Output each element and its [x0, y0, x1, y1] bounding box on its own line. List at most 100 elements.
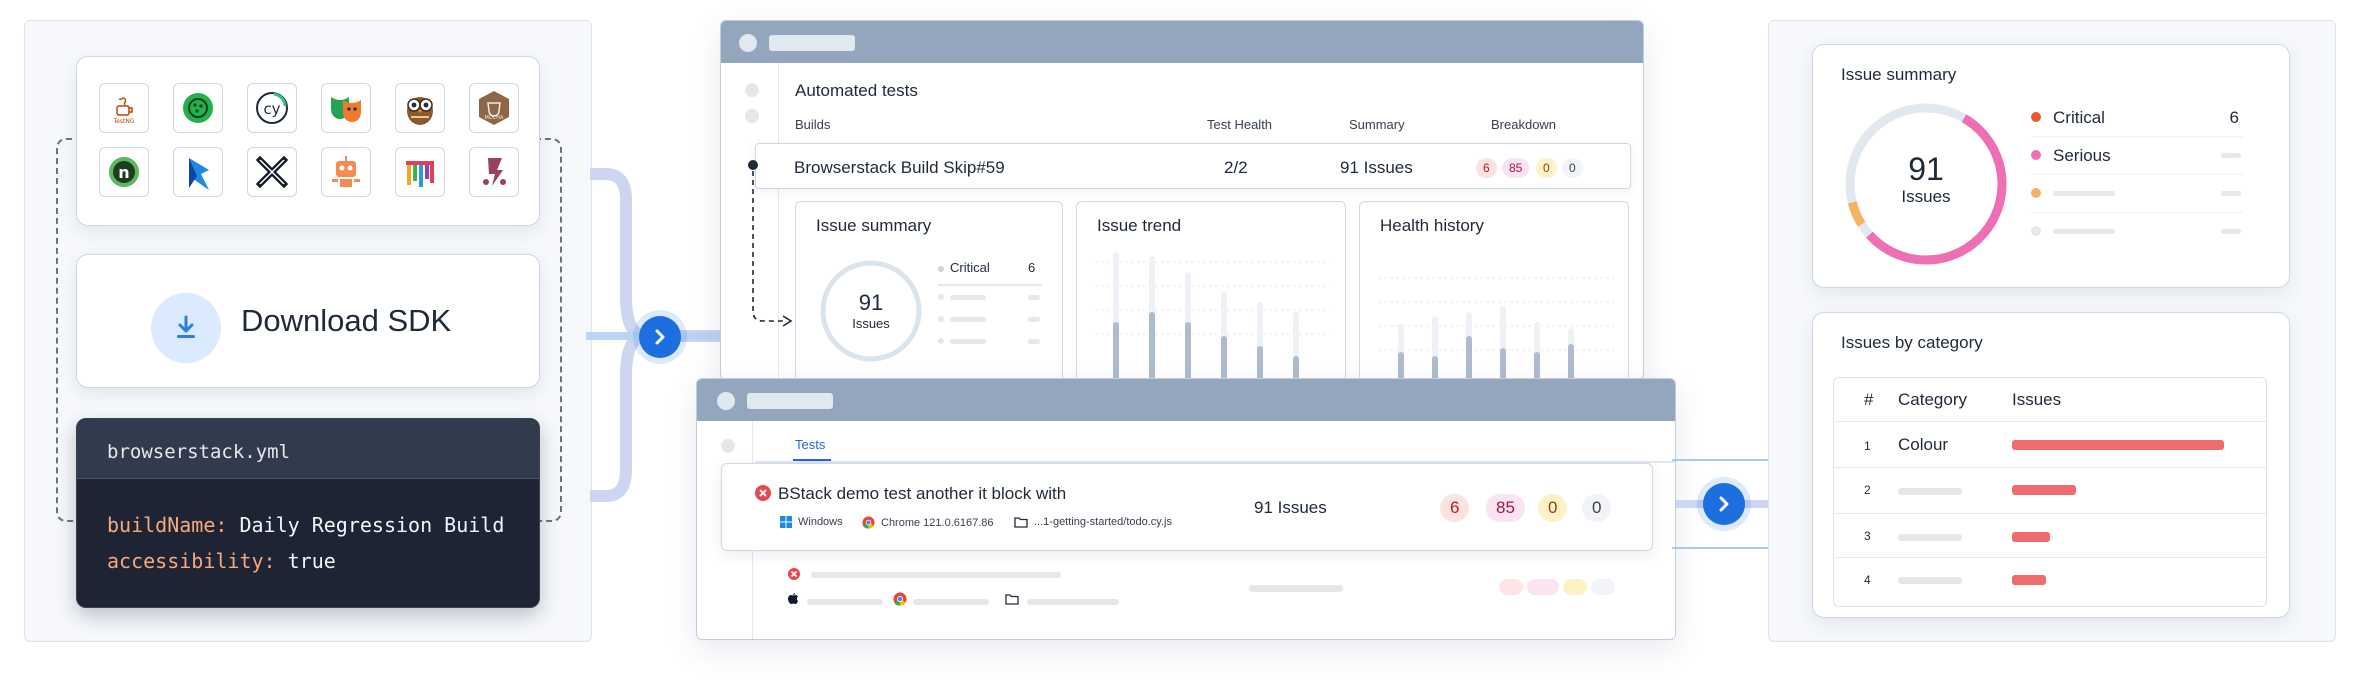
table-row[interactable]: 3: [1834, 514, 2266, 558]
gauge-icon[interactable]: [321, 83, 371, 133]
nightwatch-owl-icon[interactable]: [395, 83, 445, 133]
playwright-icon[interactable]: [173, 147, 223, 197]
jest-icon[interactable]: [469, 147, 519, 197]
serious-count-badge: 85: [1486, 494, 1525, 522]
issues-by-category-title: Issues by category: [1841, 333, 1983, 352]
legend-serious[interactable]: Serious: [2031, 137, 2243, 175]
issue-summary-panel[interactable]: Issue summary 91 Issues Critical 6 Serio…: [1812, 44, 2290, 288]
chrome-icon: [862, 516, 875, 529]
folder-icon: [1014, 517, 1028, 528]
yml-filename: browserstack.yml: [77, 419, 539, 479]
download-icon: [151, 293, 221, 363]
fail-icon: [755, 485, 771, 501]
moderate-count-badge: 0: [1538, 494, 1568, 522]
window-titlebar: [721, 21, 1643, 63]
test-row[interactable]: BStack demo test another it block with W…: [721, 463, 1653, 551]
health-history-card[interactable]: Health history: [1359, 201, 1629, 379]
test-issues: 91 Issues: [1254, 498, 1327, 517]
header-issues: Issues: [2012, 390, 2062, 409]
tab-tests[interactable]: Tests: [795, 437, 826, 452]
file-label: ...1-getting-started/todo.cy.js: [1034, 516, 1172, 528]
rail-item[interactable]: [745, 109, 759, 123]
header-num: #: [1864, 390, 1874, 409]
table-row[interactable]: 4: [1834, 558, 2266, 606]
window-control-icon[interactable]: [717, 392, 735, 410]
legend-minor[interactable]: [2031, 213, 2243, 251]
os-meta: Windows: [780, 516, 843, 528]
yml-config-card: browserstack.yml buildName: Daily Regres…: [76, 418, 540, 608]
build-name[interactable]: Browserstack Build Skip#59: [794, 158, 1005, 177]
test-name[interactable]: BStack demo test another it block with: [778, 484, 1067, 503]
category-name: Colour: [1898, 435, 1949, 454]
yml-line-build: buildName: Daily Regression Build: [107, 513, 505, 537]
windows-icon: [780, 516, 792, 528]
window-titlebar: [697, 379, 1675, 421]
header-category: Category: [1898, 390, 1967, 409]
chrome-icon: [893, 592, 907, 606]
timeline-connector: [748, 160, 793, 327]
issue-trend-chart: [1095, 252, 1331, 379]
download-sdk-label: Download SDK: [241, 303, 452, 338]
svg-text:TestNG: TestNG: [113, 118, 135, 125]
cucumber-icon[interactable]: [173, 83, 223, 133]
legend-critical-value: 6: [1028, 260, 1036, 275]
next-arrow-button[interactable]: [1703, 483, 1745, 525]
page-title: Automated tests: [795, 81, 918, 100]
issue-bar: [2012, 440, 2224, 450]
serious-count-badge: 85: [1502, 158, 1530, 178]
issue-bar: [2012, 485, 2076, 495]
issue-summary-title: Issue summary: [816, 216, 932, 235]
mocha-icon[interactable]: MOCHA: [469, 83, 519, 133]
table-header: # Category Issues: [1834, 378, 2266, 422]
col-test-health: Test Health: [1207, 117, 1273, 132]
robot-icon[interactable]: [321, 147, 371, 197]
download-sdk-button[interactable]: Download SDK: [76, 254, 540, 388]
issue-total: 91: [1908, 151, 1944, 187]
issue-trend-title: Issue trend: [1097, 216, 1182, 235]
col-summary: Summary: [1349, 117, 1405, 132]
build-health: 2/2: [1224, 158, 1248, 177]
issue-donut-small: [820, 260, 922, 362]
testng-icon[interactable]: TestNG: [99, 83, 149, 133]
fail-icon: [788, 568, 800, 580]
window-title-placeholder: [769, 35, 855, 51]
table-row[interactable]: 2: [1834, 468, 2266, 514]
issue-summary-title: Issue summary: [1841, 65, 1957, 84]
yml-line-accessibility: accessibility: true: [107, 549, 336, 573]
health-history-chart: [1378, 277, 1614, 379]
selenium-x-icon[interactable]: [247, 147, 297, 197]
nightwatch-icon[interactable]: n: [99, 147, 149, 197]
issue-trend-card[interactable]: Issue trend: [1076, 201, 1346, 379]
file-meta: ...1-getting-started/todo.cy.js: [1014, 516, 1172, 528]
rail-item[interactable]: [745, 83, 759, 97]
critical-count-badge: 6: [1476, 158, 1497, 178]
build-summary: 91 Issues: [1340, 158, 1413, 177]
table-row[interactable]: 1 Colour: [1834, 422, 2266, 468]
svg-text:cy: cy: [263, 100, 280, 118]
framework-card: TestNG cy MOCHA n: [76, 56, 540, 226]
chevron-right-icon: [655, 329, 665, 345]
issue-bar: [2012, 575, 2046, 585]
bars-logo-icon[interactable]: [395, 147, 445, 197]
browser-label: Chrome 121.0.6167.86: [881, 516, 994, 529]
issue-total-label: Issues: [852, 316, 890, 331]
issue-summary-card[interactable]: Issue summary 91 Issues Critical 6: [795, 201, 1063, 379]
legend-critical-label: Critical: [950, 260, 990, 275]
rail-item[interactable]: [721, 439, 735, 453]
window-title-placeholder: [747, 393, 833, 409]
legend-critical[interactable]: Critical 6: [2031, 99, 2243, 137]
moderate-count-badge: 0: [1536, 158, 1557, 178]
cypress-icon[interactable]: cy: [247, 83, 297, 133]
svg-text:MOCHA: MOCHA: [485, 115, 505, 121]
col-builds: Builds: [795, 117, 831, 132]
legend-moderate[interactable]: [2031, 175, 2243, 213]
svg-text:n: n: [118, 163, 129, 182]
next-arrow-button[interactable]: [639, 316, 681, 358]
build-row[interactable]: Browserstack Build Skip#59 2/2 91 Issues…: [755, 143, 1631, 189]
folder-icon: [1005, 594, 1019, 605]
window-control-icon[interactable]: [739, 34, 757, 52]
col-breakdown: Breakdown: [1491, 117, 1557, 132]
issues-by-category-panel[interactable]: Issues by category # Category Issues 1 C…: [1812, 312, 2290, 618]
issue-total-label: Issues: [1901, 187, 1951, 206]
minor-count-badge: 0: [1582, 494, 1612, 522]
